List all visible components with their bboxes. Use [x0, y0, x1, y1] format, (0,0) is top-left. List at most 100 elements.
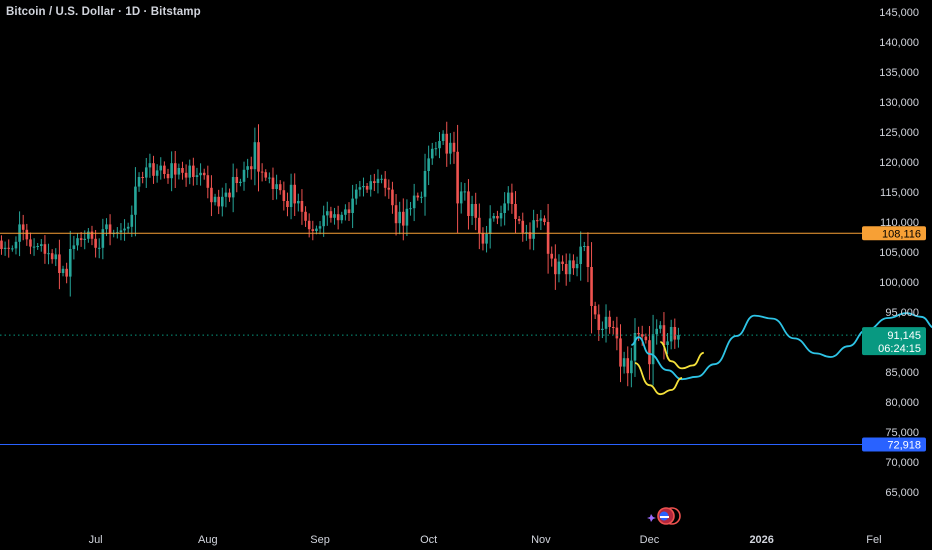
- candle: [583, 246, 586, 247]
- candle: [441, 133, 445, 141]
- countdown-label: 06:24:15: [878, 343, 921, 355]
- candle: [257, 142, 260, 172]
- candle: [235, 177, 239, 183]
- candle: [260, 171, 264, 173]
- candle: [405, 208, 409, 226]
- y-tick-label: 115,000: [880, 187, 919, 199]
- candle: [311, 229, 315, 231]
- x-tick-label: Nov: [531, 534, 551, 546]
- candle: [47, 253, 50, 255]
- x-tick-label: Aug: [198, 534, 218, 546]
- candle: [412, 195, 416, 209]
- candle: [264, 172, 268, 178]
- candle: [488, 218, 492, 234]
- candle: [539, 218, 543, 221]
- candle: [430, 148, 434, 159]
- candle: [221, 196, 224, 207]
- candle: [611, 327, 615, 328]
- candle: [514, 204, 517, 219]
- candle: [470, 204, 474, 216]
- y-tick-label: 75,000: [885, 427, 919, 439]
- candle: [105, 224, 108, 230]
- candle: [499, 213, 503, 219]
- candle: [286, 201, 289, 207]
- candle: [137, 177, 141, 187]
- candle: [25, 229, 29, 240]
- candle: [662, 325, 666, 345]
- current-price-label: 91,145: [887, 330, 921, 342]
- x-tick-label: Jul: [89, 534, 103, 546]
- candle: [76, 238, 79, 246]
- candle: [593, 306, 597, 315]
- candle: [249, 166, 253, 170]
- candle: [521, 220, 525, 233]
- y-tick-label: 130,000: [879, 97, 919, 109]
- candle: [239, 181, 242, 183]
- candle: [622, 358, 626, 367]
- candle: [503, 203, 506, 213]
- candle: [293, 184, 296, 204]
- candle: [666, 341, 669, 345]
- candle: [365, 186, 369, 190]
- candle: [116, 232, 119, 234]
- candle: [474, 204, 477, 218]
- event-flag-icon[interactable]: [647, 507, 681, 525]
- candle: [554, 258, 557, 275]
- candle: [394, 205, 398, 224]
- candle: [449, 142, 452, 154]
- candle: [651, 334, 655, 365]
- y-tick-label: 80,000: [885, 397, 919, 409]
- candle: [90, 231, 94, 239]
- candle: [32, 246, 36, 248]
- candle: [101, 229, 105, 248]
- y-tick-label: 140,000: [879, 37, 919, 49]
- level-price-label: 72,918: [887, 439, 921, 451]
- candle: [253, 142, 257, 170]
- arc-2: [659, 341, 705, 370]
- candle: [148, 163, 152, 168]
- candle: [14, 241, 18, 249]
- level-price-tag: [862, 437, 926, 452]
- candle: [29, 239, 32, 247]
- candle: [108, 224, 112, 234]
- x-tick-label: Oct: [420, 534, 437, 546]
- candle: [640, 334, 644, 337]
- candle: [300, 201, 304, 212]
- candle: [525, 232, 528, 234]
- level-price-tag: [862, 226, 926, 241]
- arc-1: [634, 362, 683, 396]
- candle: [340, 214, 344, 221]
- candle: [459, 191, 463, 204]
- candle: [54, 254, 58, 260]
- candle: [155, 170, 159, 176]
- candle: [517, 219, 521, 221]
- candle: [535, 220, 539, 222]
- candle: [655, 328, 658, 335]
- candle: [333, 214, 336, 218]
- candle: [83, 238, 87, 240]
- candle: [677, 335, 680, 340]
- y-tick-label: 120,000: [879, 157, 919, 169]
- candle: [416, 195, 420, 198]
- candle: [188, 165, 192, 178]
- candle: [608, 316, 611, 327]
- candle: [369, 181, 373, 190]
- candle: [362, 186, 365, 188]
- y-tick-label: 65,000: [885, 487, 919, 499]
- y-tick-label: 135,000: [879, 67, 919, 79]
- candle: [506, 192, 510, 204]
- candle: [184, 172, 188, 178]
- candle: [575, 264, 579, 269]
- candle: [532, 220, 535, 239]
- current-price-tag: [862, 327, 926, 356]
- candle: [336, 214, 340, 221]
- candle: [383, 178, 387, 188]
- candle: [644, 336, 648, 341]
- candle: [163, 165, 166, 174]
- candle: [478, 217, 481, 234]
- candle: [210, 187, 213, 203]
- candle: [144, 167, 148, 178]
- x-axis: Jul Aug Sep Oct Nov Dec 2026 Fel: [89, 534, 882, 546]
